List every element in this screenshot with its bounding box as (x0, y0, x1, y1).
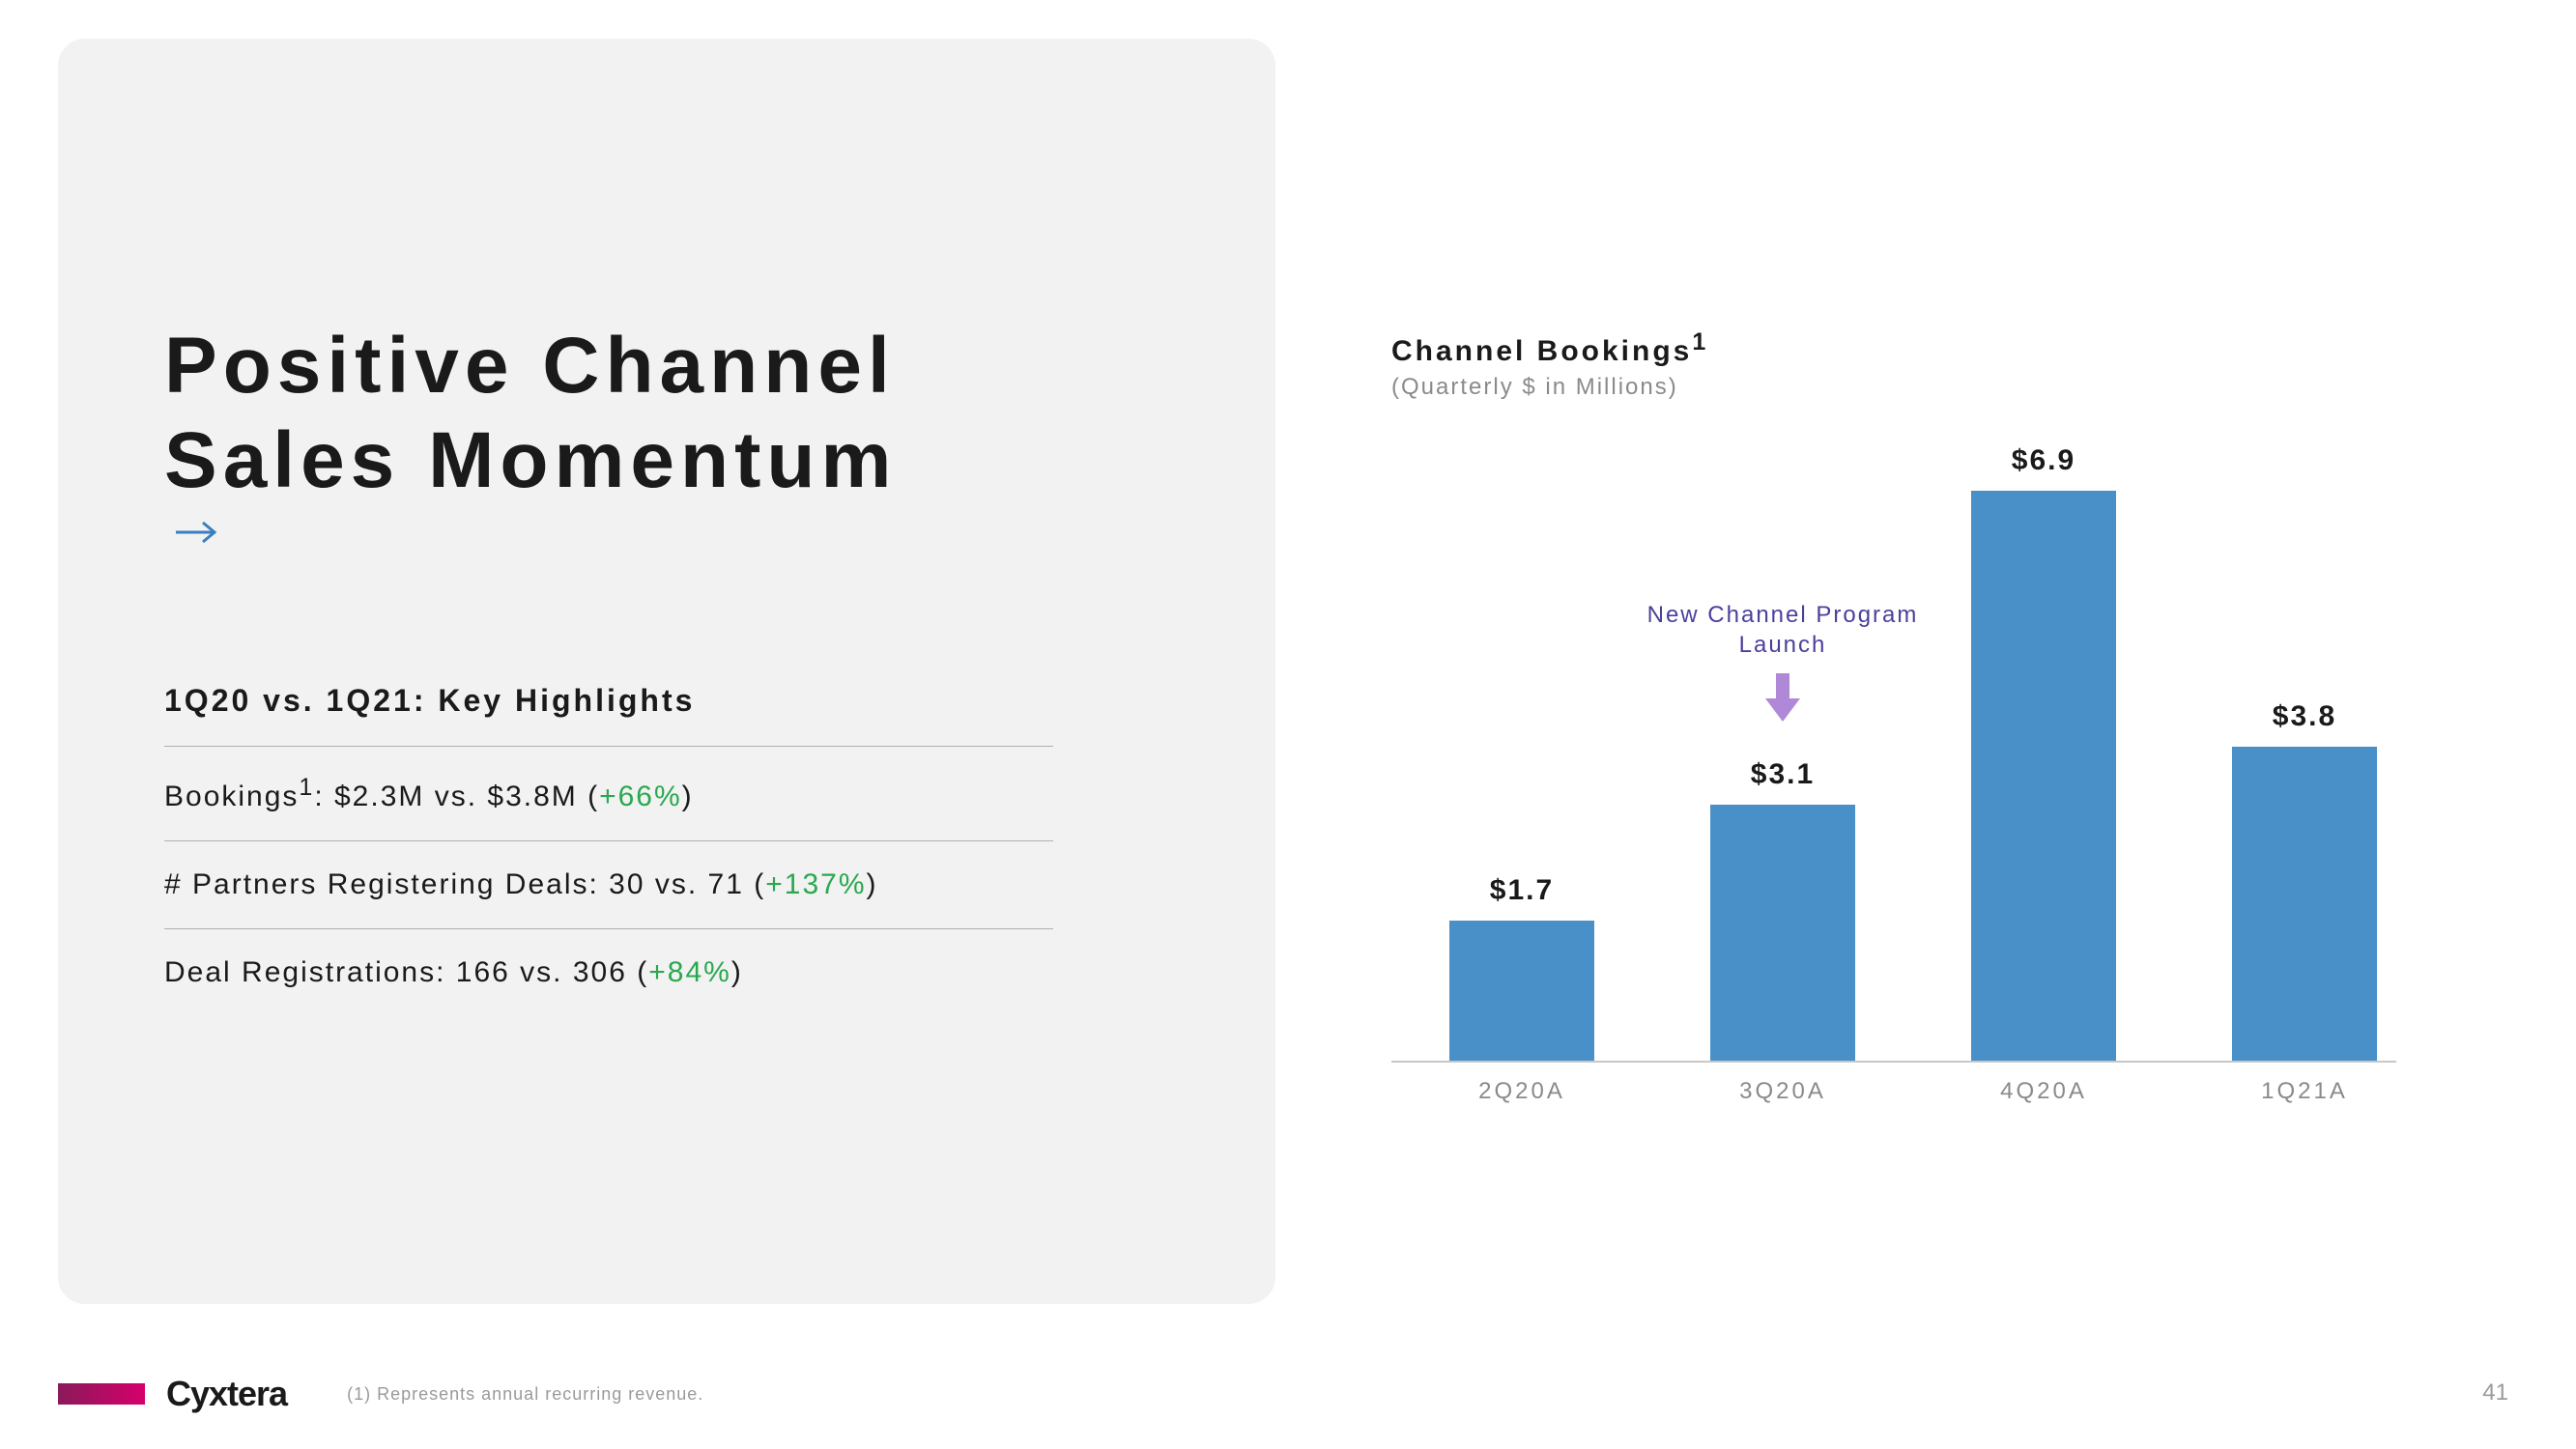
chart-title-sup: 1 (1692, 328, 1708, 355)
x-axis-label: 2Q20A (1449, 1078, 1594, 1105)
row-text: Bookings (164, 781, 299, 812)
x-axis-label: 4Q20A (1971, 1078, 2116, 1105)
chart-title-text: Channel Bookings (1391, 335, 1692, 367)
highlight-row: Bookings1: $2.3M vs. $3.8M (+66%) (164, 747, 1053, 841)
bar-value-label: $6.9 (1971, 444, 2116, 477)
bar (1710, 805, 1855, 1061)
row-suffix: ) (867, 868, 878, 900)
slide: Positive Channel Sales Momentum 1Q20 vs.… (0, 0, 2576, 1449)
bar-value-label: $1.7 (1449, 874, 1594, 907)
chart-title: Channel Bookings1 (1391, 328, 2396, 368)
bar (2232, 747, 2377, 1061)
row-sup: 1 (299, 774, 314, 801)
page-number: 41 (2482, 1379, 2508, 1406)
x-axis-label: 1Q21A (2232, 1078, 2377, 1105)
x-axis-label: 3Q20A (1710, 1078, 1855, 1105)
logo-text: Cyxtera (166, 1374, 287, 1414)
logo-bar-icon (58, 1383, 145, 1405)
row-suffix: ) (682, 781, 694, 812)
row-text: Deal Registrations: 166 vs. 306 ( (164, 956, 648, 988)
highlights-header: 1Q20 vs. 1Q21: Key Highlights (164, 683, 1053, 747)
chart-plot: $1.7$3.1$6.9$3.8 (1391, 464, 2396, 1063)
row-mid: : $2.3M vs. $3.8M ( (314, 781, 599, 812)
row-text: # Partners Registering Deals: 30 vs. 71 … (164, 868, 765, 900)
row-pct: +84% (648, 956, 731, 988)
row-pct: +66% (599, 781, 682, 812)
bar (1971, 491, 2116, 1061)
arrow-right-icon (174, 519, 218, 546)
bar-value-label: $3.1 (1710, 758, 1855, 791)
highlight-row: # Partners Registering Deals: 30 vs. 71 … (164, 841, 1053, 929)
row-pct: +137% (765, 868, 866, 900)
highlight-row: Deal Registrations: 166 vs. 306 (+84%) (164, 929, 1053, 1016)
chart-subtitle: (Quarterly $ in Millions) (1391, 374, 2396, 401)
title-line-1: Positive Channel (164, 319, 1169, 413)
footer: Cyxtera (1) Represents annual recurring … (58, 1374, 703, 1414)
bar (1449, 921, 1594, 1061)
slide-title: Positive Channel Sales Momentum (164, 319, 1169, 509)
footnote: (1) Represents annual recurring revenue. (347, 1384, 703, 1405)
title-line-2: Sales Momentum (164, 413, 1169, 508)
left-panel: Positive Channel Sales Momentum 1Q20 vs.… (58, 39, 1275, 1304)
bar-value-label: $3.8 (2232, 700, 2377, 733)
row-suffix: ) (731, 956, 743, 988)
chart-x-axis: 2Q20A3Q20A4Q20A1Q21A (1391, 1063, 2396, 1101)
chart: Channel Bookings1 (Quarterly $ in Millio… (1391, 328, 2396, 1101)
highlights: 1Q20 vs. 1Q21: Key Highlights Bookings1:… (164, 683, 1053, 1016)
